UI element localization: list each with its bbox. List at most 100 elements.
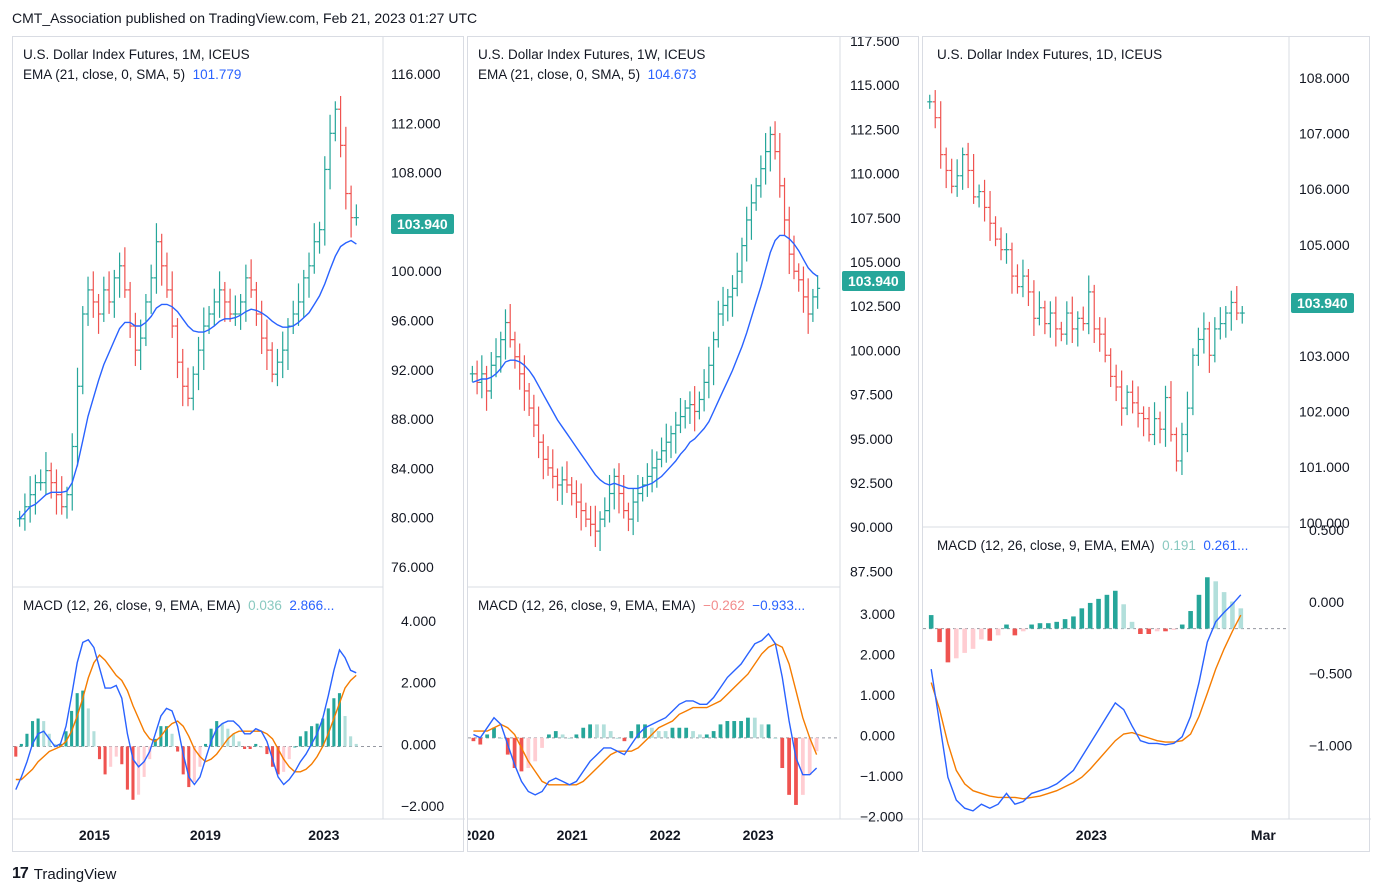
macd-histogram-bar bbox=[622, 737, 627, 742]
macd-tick-label: −2.000 bbox=[401, 798, 444, 814]
macd-tick-label: 2.000 bbox=[860, 647, 895, 663]
macd-histogram-bar bbox=[30, 721, 35, 747]
price-tick-label: 100.000 bbox=[1299, 515, 1350, 531]
price-tick-label: 80.000 bbox=[391, 510, 434, 526]
macd-histogram-bar bbox=[337, 693, 342, 747]
macd-histogram-bar bbox=[304, 731, 308, 747]
macd-tick-label: 0.000 bbox=[1309, 594, 1344, 610]
macd-histogram-bar bbox=[794, 737, 798, 805]
macd-tick-label: 0.500 bbox=[1309, 522, 1344, 538]
macd-histogram-bar bbox=[567, 737, 572, 739]
macd-histogram-bar bbox=[1188, 611, 1193, 629]
macd-histogram-bar bbox=[601, 724, 606, 738]
macd-histogram-bar bbox=[1037, 623, 1043, 629]
macd-histogram-bar bbox=[203, 743, 208, 747]
macd-histogram-bar bbox=[343, 716, 347, 747]
macd-histogram-bar bbox=[739, 721, 743, 738]
macd-histogram-bar bbox=[704, 734, 709, 738]
price-tick-label: 112.500 bbox=[850, 121, 900, 137]
macd-histogram-bar bbox=[86, 708, 90, 747]
macd-histogram-bar bbox=[131, 746, 135, 800]
macd-histogram-bar bbox=[649, 727, 654, 738]
macd-legend: MACD (12, 26, close, 9, EMA, EMA) 0.036 … bbox=[23, 598, 334, 613]
chart-svg-daily: 108.000107.000106.000105.000104.000103.0… bbox=[923, 37, 1371, 843]
macd-histogram-bar bbox=[677, 727, 682, 738]
macd-histogram-bar bbox=[97, 746, 102, 760]
macd-histogram-bar bbox=[259, 746, 263, 748]
price-tick-label: 115.000 bbox=[850, 77, 900, 93]
macd-histogram-bar bbox=[209, 728, 213, 747]
price-tick-label: 108.000 bbox=[391, 165, 442, 181]
ema-legend-label: EMA (21, close, 0, SMA, 5) bbox=[478, 67, 641, 82]
macd-histogram-bar bbox=[759, 724, 764, 738]
macd-histogram-bar bbox=[164, 726, 169, 747]
macd-histogram-bar bbox=[1179, 624, 1185, 629]
macd-histogram-bar bbox=[773, 737, 778, 739]
macd-histogram-bar bbox=[725, 721, 730, 738]
ema-line bbox=[472, 234, 819, 490]
macd-tick-label: 2.000 bbox=[401, 675, 436, 691]
macd-legend-label: MACD (12, 26, close, 9, EMA, EMA) bbox=[23, 598, 241, 613]
price-tick-label: 110.000 bbox=[850, 166, 900, 182]
macd-histogram-bar bbox=[81, 690, 85, 747]
chart-panel-weekly[interactable]: 117.500 115.000 112.500 110.000 107.500 105.0… bbox=[467, 36, 920, 852]
macd-histogram-bar bbox=[220, 723, 224, 747]
macd-histogram-bar bbox=[636, 724, 641, 738]
macd-histogram-bar bbox=[1020, 628, 1026, 632]
macd-histogram-bar bbox=[1171, 628, 1177, 630]
macd-histogram-bar bbox=[1071, 616, 1076, 629]
macd-histogram-bar bbox=[746, 717, 750, 738]
macd-histogram-bar bbox=[14, 746, 18, 757]
macd-histogram-bar bbox=[718, 724, 723, 738]
footer-brand[interactable]: 17 TradingView bbox=[12, 865, 116, 883]
macd-histogram-bar bbox=[137, 746, 141, 795]
macd-histogram-bar bbox=[643, 724, 647, 738]
macd-histogram-bar bbox=[58, 743, 62, 747]
macd-histogram-bar bbox=[354, 743, 358, 747]
macd-tick-label: 1.000 bbox=[860, 687, 895, 703]
macd-histogram-bar bbox=[114, 746, 118, 757]
price-tick-label: 92.500 bbox=[850, 475, 893, 491]
macd-histogram-bar bbox=[287, 746, 291, 760]
macd-histogram-bar bbox=[608, 731, 613, 738]
macd-histogram-bar bbox=[684, 727, 689, 738]
macd-tick-label: −1.000 bbox=[1309, 737, 1352, 753]
macd-histogram-bar bbox=[237, 741, 241, 747]
price-tick-label: 117.500 bbox=[850, 37, 900, 49]
macd-histogram-bar bbox=[1029, 624, 1034, 629]
macd-tick-label: 0.000 bbox=[401, 736, 436, 752]
price-tick-label: 87.500 bbox=[850, 563, 893, 579]
macd-signal-line bbox=[473, 643, 818, 786]
macd-histogram-bar bbox=[293, 746, 297, 748]
macd-histogram-bar bbox=[1096, 598, 1101, 629]
macd-histogram-bar bbox=[512, 737, 517, 769]
macd-histogram-bar bbox=[103, 746, 107, 775]
chart-panel-monthly[interactable]: 116.000112.000108.000104.000100.00096.00… bbox=[12, 36, 465, 852]
price-tick-label: 102.000 bbox=[1299, 404, 1350, 420]
time-tick-label: Mar bbox=[1251, 827, 1276, 843]
macd-histogram-bar bbox=[265, 746, 269, 755]
macd-histogram-bar bbox=[780, 737, 785, 769]
time-tick-label: 2023 bbox=[308, 827, 339, 843]
ema-legend: EMA (21, close, 0, SMA, 5) 101.779 bbox=[23, 67, 241, 82]
ema-line bbox=[19, 239, 357, 520]
macd-histogram-bar bbox=[953, 628, 959, 659]
macd-legend-label: MACD (12, 26, close, 9, EMA, EMA) bbox=[478, 598, 696, 613]
last-price-badge: 103.940 bbox=[1291, 293, 1354, 313]
macd-histogram-bar bbox=[1012, 628, 1018, 636]
symbol-title: U.S. Dollar Index Futures, 1D, ICEUS bbox=[937, 47, 1163, 62]
macd-histogram-bar bbox=[595, 724, 599, 738]
price-tick-label: 105.000 bbox=[850, 254, 901, 270]
chart-panel-daily[interactable]: 108.000107.000106.000105.000104.000103.0… bbox=[922, 36, 1371, 852]
time-tick-label: 2021 bbox=[557, 827, 588, 843]
macd-histogram-bar bbox=[1230, 601, 1235, 629]
macd-histogram-bar bbox=[937, 628, 942, 643]
macd-histogram-bar bbox=[698, 734, 702, 738]
macd-tick-label: 3.000 bbox=[860, 606, 895, 622]
price-tick-label: 97.500 bbox=[850, 387, 893, 403]
macd-histogram-bar bbox=[670, 727, 675, 738]
macd-histogram-bar bbox=[807, 737, 812, 775]
macd-histogram-bar bbox=[1221, 592, 1227, 629]
macd-histogram-bar bbox=[248, 746, 252, 749]
macd-histogram-bar bbox=[732, 721, 737, 738]
